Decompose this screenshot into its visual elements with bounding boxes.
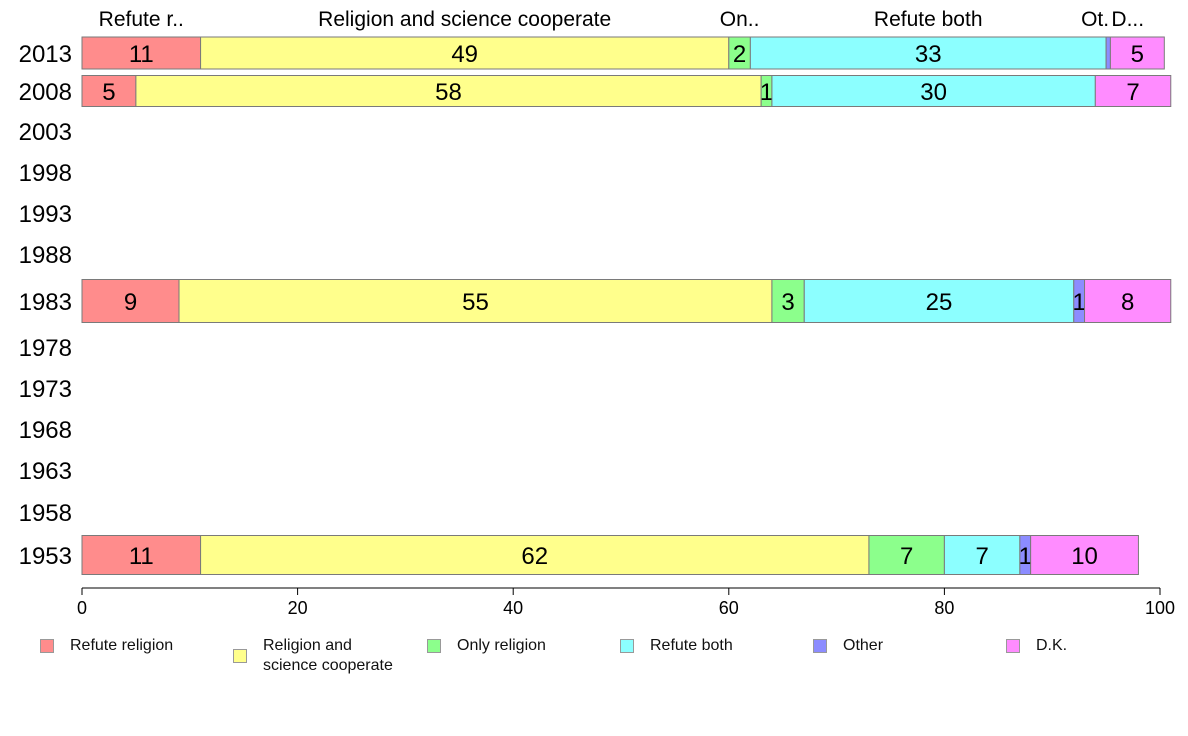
legend-swatch bbox=[233, 649, 247, 663]
data-label: 58 bbox=[435, 79, 462, 106]
bar-segment bbox=[943, 535, 1021, 575]
data-label: 49 bbox=[451, 41, 478, 68]
bar-segment bbox=[771, 279, 805, 323]
y-tick-label: 1983 bbox=[19, 289, 72, 316]
bar-segment bbox=[200, 535, 870, 575]
data-label: 3 bbox=[781, 289, 794, 316]
bar-segment bbox=[771, 75, 1096, 107]
bar-segment bbox=[868, 535, 945, 575]
y-tick-label: 1973 bbox=[19, 376, 72, 403]
legend-item: D.K. bbox=[1006, 636, 1067, 656]
legend-label: Religion and science cooperate bbox=[263, 637, 393, 674]
legend-item: Other bbox=[813, 636, 883, 656]
data-label: 2 bbox=[733, 41, 746, 68]
y-tick-label: 2008 bbox=[19, 79, 72, 106]
legend-swatch bbox=[427, 639, 441, 653]
legend-item: Religion and science cooperate bbox=[233, 636, 393, 676]
bar-segment bbox=[1109, 36, 1165, 70]
bar-segment bbox=[135, 75, 762, 107]
y-tick-label: 1958 bbox=[19, 500, 72, 527]
data-label: 1 bbox=[1019, 543, 1032, 570]
legend-label: Other bbox=[843, 637, 884, 654]
data-label: 1 bbox=[1072, 289, 1085, 316]
x-tick-label: 80 bbox=[934, 598, 954, 618]
legend-label: Refute both bbox=[650, 637, 733, 654]
data-label: 55 bbox=[462, 289, 489, 316]
y-tick-label: 1998 bbox=[19, 160, 72, 187]
top-segment-label: D... bbox=[1111, 8, 1144, 31]
y-tick-label: 1968 bbox=[19, 417, 72, 444]
y-tick-label: 2013 bbox=[19, 41, 72, 68]
legend-label: Only religion bbox=[457, 637, 546, 654]
bar-segment bbox=[1084, 279, 1172, 323]
y-tick-label: 1953 bbox=[19, 543, 72, 570]
data-label: 1 bbox=[760, 79, 773, 106]
bar-segment bbox=[81, 279, 180, 323]
bar-segment bbox=[1030, 535, 1139, 575]
data-label: 7 bbox=[975, 543, 988, 570]
data-label: 33 bbox=[915, 41, 942, 68]
data-label: 9 bbox=[124, 289, 137, 316]
bar-segment bbox=[81, 75, 137, 107]
data-label: 5 bbox=[1131, 41, 1144, 68]
x-tick-label: 60 bbox=[719, 598, 739, 618]
legend-swatch bbox=[1006, 639, 1020, 653]
bar-segment bbox=[178, 279, 773, 323]
y-tick-label: 1963 bbox=[19, 458, 72, 485]
legend-item: Refute both bbox=[620, 636, 733, 656]
bar-segment bbox=[81, 36, 202, 70]
bar-segment bbox=[749, 36, 1107, 70]
data-label: 11 bbox=[129, 41, 154, 68]
y-tick-label: 1978 bbox=[19, 335, 72, 362]
x-tick-label: 100 bbox=[1145, 598, 1175, 618]
x-tick-label: 20 bbox=[288, 598, 308, 618]
bar-segment bbox=[200, 36, 730, 70]
data-label: 7 bbox=[900, 543, 913, 570]
legend-label: D.K. bbox=[1036, 637, 1068, 654]
x-tick-label: 40 bbox=[503, 598, 523, 618]
x-tick-label: 0 bbox=[77, 598, 87, 618]
stacked-bar-chart: 2013200820031998199319881983197819731968… bbox=[19, 8, 1175, 618]
data-label: 30 bbox=[920, 79, 947, 106]
legend-item: Only religion bbox=[427, 636, 546, 656]
data-label: 7 bbox=[1126, 79, 1139, 106]
top-segment-label: Refute both bbox=[874, 8, 983, 31]
bar-segment bbox=[81, 535, 202, 575]
legend: Refute religion Religion and science coop… bbox=[40, 636, 1180, 676]
y-tick-label: 1988 bbox=[19, 242, 72, 269]
top-segment-label: On.. bbox=[720, 8, 760, 31]
top-segment-label: Ot. bbox=[1081, 8, 1109, 31]
data-label: 8 bbox=[1121, 289, 1134, 316]
legend-swatch bbox=[813, 639, 827, 653]
bar-segment bbox=[1105, 36, 1111, 70]
legend-swatch bbox=[40, 639, 54, 653]
y-tick-label: 1993 bbox=[19, 201, 72, 228]
data-label: 10 bbox=[1071, 543, 1098, 570]
legend-item: Refute religion bbox=[40, 636, 173, 656]
bar-segment bbox=[803, 279, 1075, 323]
legend-swatch bbox=[620, 639, 634, 653]
data-label: 62 bbox=[521, 543, 548, 570]
data-label: 25 bbox=[926, 289, 953, 316]
top-segment-label: Refute r.. bbox=[99, 8, 184, 31]
y-tick-label: 2003 bbox=[19, 119, 72, 146]
bar-segment bbox=[1094, 75, 1172, 107]
data-label: 11 bbox=[129, 543, 154, 570]
legend-label: Refute religion bbox=[70, 637, 174, 654]
top-segment-label: Religion and science cooperate bbox=[318, 8, 611, 31]
data-label: 5 bbox=[102, 79, 115, 106]
